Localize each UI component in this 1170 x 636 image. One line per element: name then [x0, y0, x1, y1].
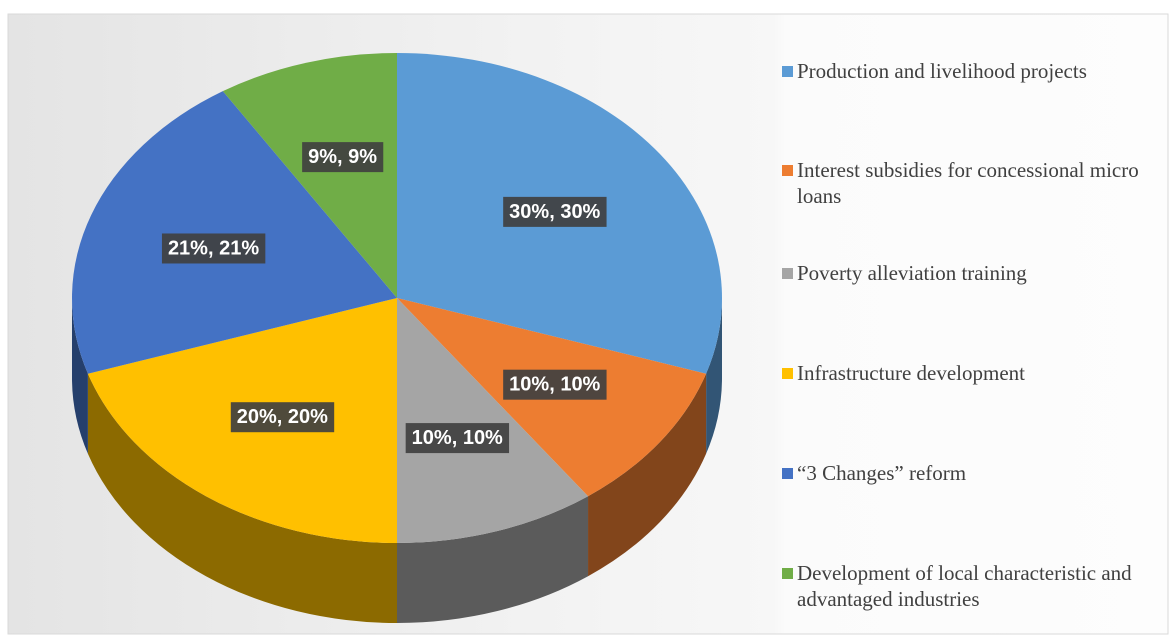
data-label-bg — [503, 196, 607, 227]
legend-entry: Infrastructure development — [780, 360, 1150, 386]
slice-side — [72, 298, 88, 454]
legend-label: Development of local characteristic and … — [797, 561, 1132, 611]
legend-label: Infrastructure development — [797, 361, 1025, 385]
legend-entry: Poverty alleviation training — [780, 260, 1150, 286]
data-label-bg — [302, 142, 384, 173]
legend-swatch — [782, 368, 793, 379]
data-label: 10%, 10% — [503, 369, 607, 400]
data-label-text: 21%, 21% — [168, 237, 259, 259]
slice — [222, 53, 397, 298]
legend-label: Production and livelihood projects — [797, 59, 1087, 83]
legend-swatch — [782, 66, 793, 77]
slice-side — [706, 298, 722, 454]
data-label-bg — [503, 369, 607, 400]
data-label: 21%, 21% — [161, 233, 266, 264]
legend-entry: Production and livelihood projects — [780, 58, 1150, 84]
legend-swatch — [782, 268, 793, 279]
data-label-bg — [161, 233, 266, 264]
slice — [72, 91, 397, 374]
data-label: 20%, 20% — [230, 402, 335, 433]
data-label: 9%, 9% — [302, 142, 384, 173]
data-label-text: 20%, 20% — [237, 406, 328, 428]
legend-entry: “3 Changes” reform — [780, 460, 1150, 486]
data-label-text: 9%, 9% — [308, 146, 377, 168]
data-label-text: 10%, 10% — [509, 374, 600, 396]
data-label: 30%, 30% — [503, 196, 607, 227]
data-label: 10%, 10% — [405, 423, 510, 454]
legend-entry: Development of local characteristic and … — [780, 560, 1150, 612]
legend-label: Poverty alleviation training — [797, 261, 1027, 285]
slice-side — [588, 373, 707, 577]
slice-side — [397, 496, 589, 623]
slice — [397, 298, 589, 543]
data-label-bg — [405, 423, 510, 454]
legend-label: Interest subsidies for concessional micr… — [797, 158, 1139, 208]
slice-side — [87, 373, 398, 623]
data-label-text: 10%, 10% — [412, 427, 503, 449]
data-label-bg — [230, 402, 335, 433]
legend-swatch — [782, 568, 793, 579]
data-label-text: 30%, 30% — [509, 201, 600, 223]
legend-label: “3 Changes” reform — [797, 461, 967, 485]
legend-swatch — [782, 165, 793, 176]
legend-swatch — [782, 468, 793, 479]
legend-entry: Interest subsidies for concessional micr… — [780, 157, 1150, 209]
